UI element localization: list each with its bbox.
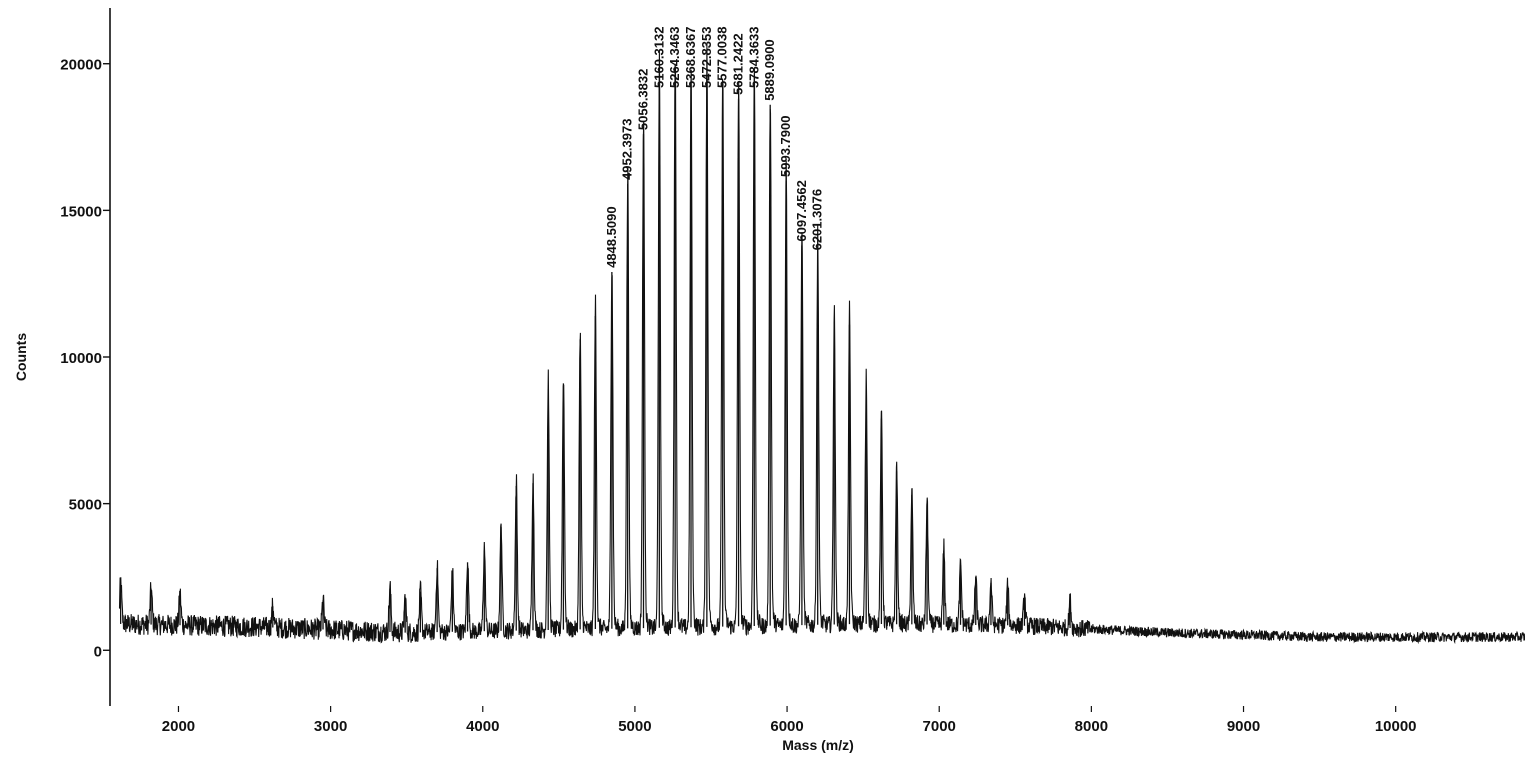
peak-label: 6201.3076: [810, 189, 825, 250]
x-tick-label: 6000: [770, 718, 803, 735]
y-tick-label: 5000: [69, 497, 102, 514]
spectrum-trace: [118, 43, 1525, 645]
x-tick-label: 2000: [162, 718, 195, 735]
x-tick-label: 10000: [1375, 718, 1417, 735]
peak-label: 5577.0038: [715, 27, 730, 88]
peak-label: 5681.2422: [731, 33, 746, 94]
x-tick-label: 4000: [466, 718, 499, 735]
peak-label: 5264.3463: [667, 27, 682, 88]
peak-label: 4848.5090: [604, 206, 619, 267]
y-tick-label: 10000: [60, 350, 102, 367]
x-axis-label: Mass (m/z): [782, 737, 854, 753]
peak-label: 6097.4562: [794, 180, 809, 241]
x-tick-label: 9000: [1227, 718, 1260, 735]
peak-label: 5368.6367: [683, 27, 698, 88]
y-axis-label: Counts: [13, 333, 29, 381]
peak-label: 5160.3132: [651, 27, 666, 88]
x-tick-label: 8000: [1075, 718, 1108, 735]
peak-label: 4952.3973: [620, 119, 635, 180]
peak-label: 5056.3832: [636, 69, 651, 130]
x-tick-label: 5000: [618, 718, 651, 735]
y-tick-label: 15000: [60, 203, 102, 220]
peak-label: 5993.7900: [778, 116, 793, 177]
y-tick-label: 0: [94, 643, 102, 660]
x-ticks: 2000 3000 4000 5000 6000 7000 8000 9000 10000: [162, 706, 1417, 735]
peak-label: 5472.8353: [699, 27, 714, 88]
peak-label: 5784.3633: [746, 27, 761, 88]
peak-label: 5889.0900: [762, 39, 777, 100]
x-tick-label: 3000: [314, 718, 347, 735]
plot-area: [118, 43, 1525, 645]
y-tick-label: 20000: [60, 57, 102, 74]
x-tick-label: 7000: [923, 718, 956, 735]
y-ticks: 0 5000 10000 15000 20000: [60, 57, 110, 660]
